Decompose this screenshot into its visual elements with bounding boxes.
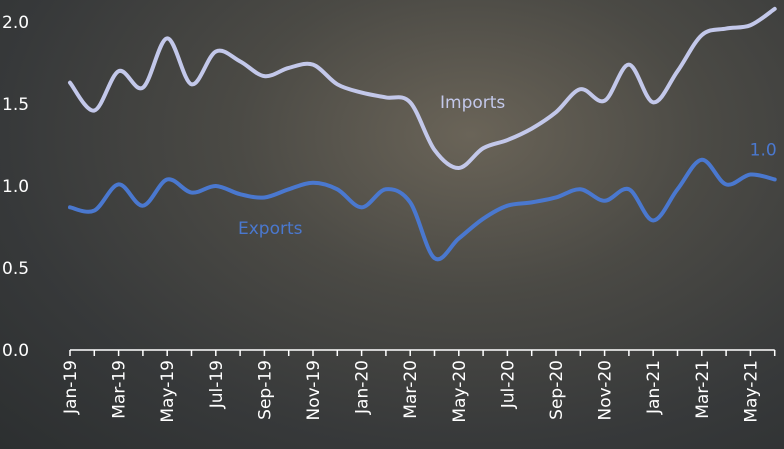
y-tick-label: 0.0 [2,341,29,361]
y-tick-label: 0.5 [2,259,29,279]
x-tick-label: May-19 [158,360,178,423]
series-label: Exports [238,219,303,239]
x-tick-label: May-21 [741,360,761,423]
x-tick-label: May-20 [450,360,470,423]
x-tick-label: Sep-19 [255,360,275,420]
y-tick-label: 1.0 [2,177,29,197]
x-tick-label: Jan-21 [644,360,664,415]
y-tick-label: 2.0 [2,13,29,33]
x-tick-label: Jan-19 [61,360,81,415]
x-tick-label: Mar-21 [693,360,713,419]
series-line [70,9,775,168]
x-tick-label: Jul-20 [498,360,518,409]
x-tick-label: Jul-19 [207,360,227,409]
x-tick-label: Mar-20 [401,360,421,419]
chart: 0.0 0.5 1.0 1.5 2.0 Jan-19 Mar-19 May-19 Jul-19 S… [0,0,784,449]
series-line [70,160,775,260]
x-tick-label: Nov-20 [596,360,616,421]
data-label: 1.0 [750,140,777,160]
series-label: Imports [440,93,505,113]
x-tick-label: Sep-20 [547,360,567,420]
x-tick-label: Nov-19 [304,360,324,421]
y-tick-label: 1.5 [2,95,29,115]
x-tick-label: Mar-19 [110,360,130,419]
x-tick-label: Jan-20 [353,360,373,415]
screen: 0.0 0.5 1.0 1.5 2.0 Jan-19 Mar-19 May-19 Jul-19 S… [0,0,784,449]
